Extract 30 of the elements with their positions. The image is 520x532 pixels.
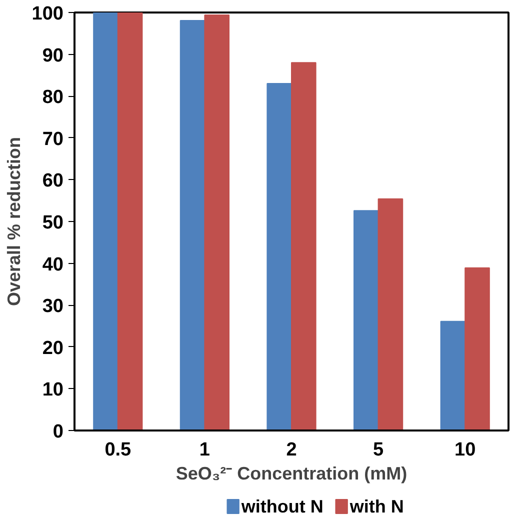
y-tick-label: 70	[42, 128, 64, 150]
y-tick-label: 10	[42, 380, 64, 401]
x-axis-title: SeO₃²⁻ Concentration (mM)	[176, 464, 408, 484]
bar	[266, 83, 292, 430]
bar	[464, 267, 490, 430]
bar	[180, 20, 206, 430]
y-tick-label: 40	[42, 254, 64, 276]
x-tick-label: 5	[373, 440, 384, 460]
x-tick-label: 1	[199, 440, 210, 460]
y-tick-label: 80	[42, 87, 64, 108]
y-tick-label: 0	[52, 422, 64, 442]
bar	[378, 198, 404, 430]
bar	[204, 14, 230, 430]
x-tick-label: 2	[286, 440, 297, 460]
y-tick-label: 90	[42, 45, 64, 66]
y-tick-label: 30	[42, 296, 64, 318]
bar	[117, 12, 143, 430]
bar	[93, 12, 118, 430]
x-tick-label: 10	[454, 440, 476, 460]
y-tick-label: 60	[42, 170, 64, 192]
bar	[353, 210, 379, 430]
bar	[440, 320, 466, 430]
y-tick-label: 50	[42, 212, 64, 234]
x-tick-label: 0.5	[104, 440, 132, 460]
bar	[291, 62, 316, 430]
y-tick-label: 100	[32, 4, 64, 24]
y-tick-label: 20	[42, 338, 64, 359]
legend-label: without N	[240, 496, 324, 516]
y-axis-title: Overall % reduction	[4, 136, 24, 306]
legend-label: with N	[348, 496, 404, 516]
